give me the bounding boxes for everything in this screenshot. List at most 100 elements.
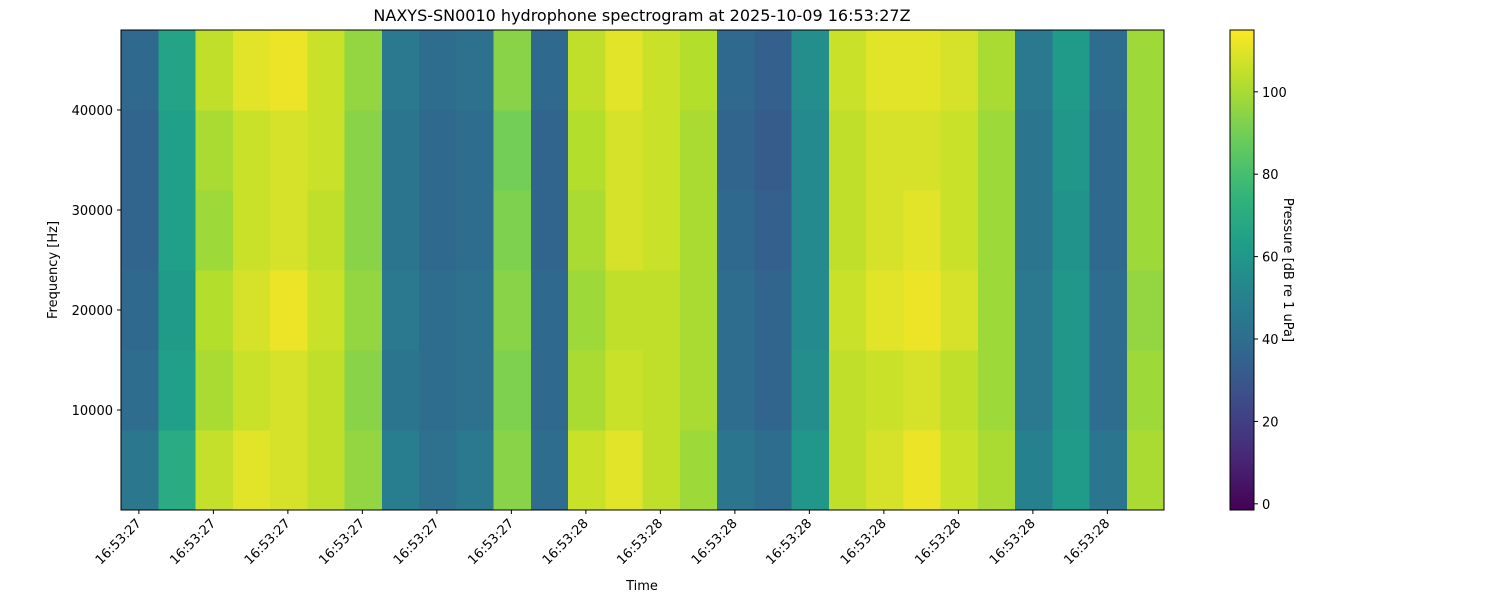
heatmap-cell xyxy=(1089,350,1128,431)
colorbar-tick-label: 100 xyxy=(1262,86,1287,101)
heatmap-cell xyxy=(754,270,792,351)
heatmap-cell xyxy=(232,30,271,111)
heatmap-cell xyxy=(195,110,234,191)
colorbar-tick-label: 40 xyxy=(1262,333,1279,348)
heatmap-cell xyxy=(828,30,867,111)
colorbar xyxy=(1229,29,1255,511)
heatmap-cell xyxy=(754,110,792,191)
colorbar-tick-label: 0 xyxy=(1262,498,1270,513)
heatmap-cell xyxy=(307,350,345,431)
heatmap-cell xyxy=(381,430,420,511)
colorbar-tick-label: 60 xyxy=(1262,251,1279,266)
heatmap-cell xyxy=(717,30,755,111)
heatmap-cell xyxy=(1126,350,1165,431)
y-tick-label: 20000 xyxy=(72,304,113,319)
heatmap-cell xyxy=(679,190,718,271)
heatmap-cell xyxy=(195,350,234,431)
heatmap-cell xyxy=(344,110,383,191)
heatmap-cell xyxy=(754,190,792,271)
heatmap-cell xyxy=(791,430,830,511)
heatmap-cell xyxy=(1126,190,1165,271)
heatmap-cell xyxy=(419,270,457,351)
heatmap-cell xyxy=(530,430,569,511)
x-tick-label: 16:53:28 xyxy=(689,516,741,568)
heatmap-cell xyxy=(791,30,830,111)
y-tick-label: 40000 xyxy=(72,104,113,119)
heatmap-cell xyxy=(344,430,383,511)
x-tick-label: 16:53:27 xyxy=(167,516,219,568)
heatmap-cell xyxy=(195,430,234,511)
heatmap-cell xyxy=(940,430,979,511)
x-axis-label: Time xyxy=(625,579,658,594)
heatmap-cell xyxy=(828,350,867,431)
heatmap-cell xyxy=(232,110,271,191)
heatmap-cell xyxy=(903,30,941,111)
heatmap-cell xyxy=(158,110,196,191)
heatmap-cell xyxy=(903,110,941,191)
heatmap-cell xyxy=(493,30,532,111)
heatmap-cell xyxy=(717,270,755,351)
heatmap-cell xyxy=(1126,270,1165,351)
heatmap-cell xyxy=(754,30,792,111)
heatmap-cell xyxy=(195,270,234,351)
heatmap-cell xyxy=(1052,110,1090,191)
heatmap-cell xyxy=(568,270,606,351)
heatmap-cell xyxy=(493,270,532,351)
heatmap-cell xyxy=(270,190,308,271)
heatmap-cell xyxy=(1089,110,1128,191)
heatmap-cell xyxy=(456,270,494,351)
heatmap-cell xyxy=(456,110,494,191)
x-tick-label: 16:53:28 xyxy=(838,516,890,568)
heatmap-cell xyxy=(307,190,345,271)
heatmap-cell xyxy=(307,30,345,111)
colorbar-label: Pressure [dB re 1 uPa] xyxy=(1280,198,1295,342)
heatmap-cell xyxy=(866,350,904,431)
x-tick-label: 16:53:28 xyxy=(987,516,1039,568)
heatmap-cell xyxy=(270,270,308,351)
heatmap-cell xyxy=(866,110,904,191)
colorbar-tick-label: 80 xyxy=(1262,168,1279,183)
heatmap-cell xyxy=(717,430,755,511)
heatmap-cell xyxy=(754,430,792,511)
heatmap-cell xyxy=(605,430,643,511)
heatmap-cell xyxy=(568,430,606,511)
heatmap-cell xyxy=(642,350,681,431)
heatmap-cell xyxy=(791,270,830,351)
heatmap-cell xyxy=(530,30,569,111)
heatmap-cell xyxy=(605,270,643,351)
heatmap-cell xyxy=(1052,30,1090,111)
heatmap-cell xyxy=(344,350,383,431)
heatmap-cell xyxy=(1089,30,1128,111)
heatmap-cell xyxy=(828,270,867,351)
heatmap-cell xyxy=(679,430,718,511)
heatmap-cell xyxy=(158,190,196,271)
heatmap-cell xyxy=(568,350,606,431)
heatmap-cell xyxy=(121,350,159,431)
heatmap-cell xyxy=(158,270,196,351)
heatmap-cell xyxy=(828,190,867,271)
heatmap-cell xyxy=(977,270,1016,351)
x-tick-label: 16:53:27 xyxy=(242,516,294,568)
heatmap-cell xyxy=(791,350,830,431)
heatmap-cell xyxy=(493,110,532,191)
heatmap-cell xyxy=(642,30,681,111)
heatmap-cell xyxy=(568,190,606,271)
heatmap-cell xyxy=(1015,190,1053,271)
heatmap-cell xyxy=(530,350,569,431)
heatmap-cell xyxy=(866,30,904,111)
heatmap-cell xyxy=(940,190,979,271)
heatmap-cell xyxy=(754,350,792,431)
heatmap-cell xyxy=(1089,270,1128,351)
heatmap-cell xyxy=(866,270,904,351)
y-tick-label: 30000 xyxy=(72,204,113,219)
heatmap-cell xyxy=(1015,110,1053,191)
heatmap-cell xyxy=(270,30,308,111)
heatmap-cell xyxy=(270,350,308,431)
heatmap-cell xyxy=(493,190,532,271)
heatmap-cell xyxy=(1126,430,1165,511)
heatmap-cell xyxy=(642,430,681,511)
heatmap-cell xyxy=(232,190,271,271)
heatmap-cell xyxy=(866,430,904,511)
x-tick-label: 16:53:28 xyxy=(763,516,815,568)
heatmap-cell xyxy=(158,30,196,111)
